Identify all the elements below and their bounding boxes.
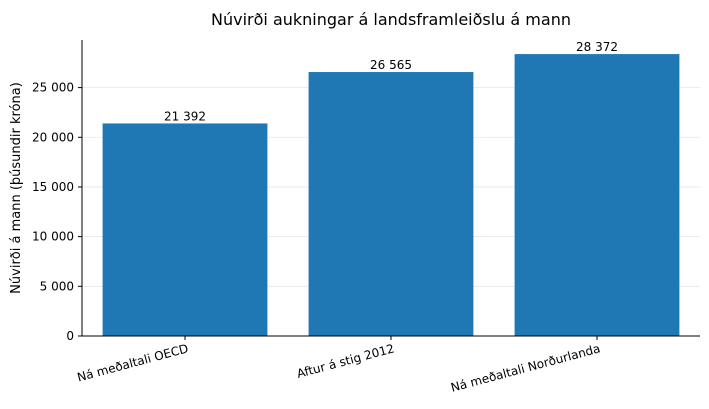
y-tick-label: 5 000 [40,279,74,293]
x-tick-label: Ná meðaltali Norðurlanda [449,341,602,394]
axis-layer [78,40,700,340]
x-tick-label: Aftur á stig 2012 [295,341,396,380]
y-tick-label: 20 000 [32,130,74,144]
y-tick-label: 15 000 [32,180,74,194]
bar [308,72,474,336]
bar [102,123,268,337]
y-axis-label: Núvirði á mann (þúsundir króna) [9,82,24,294]
bar [514,54,680,336]
bar-value-label: 26 565 [370,58,412,72]
chart-title: Núvirði aukningar á landsframleiðslu á m… [211,10,571,29]
bar-value-label: 28 372 [576,40,618,54]
bar-value-label: 21 392 [164,109,206,123]
y-tick-label: 10 000 [32,230,74,244]
x-tick-label: Ná meðaltali OECD [76,341,190,384]
bar-layer [102,54,680,337]
y-tick-label: 0 [66,329,74,343]
y-tick-label: 25 000 [32,81,74,95]
